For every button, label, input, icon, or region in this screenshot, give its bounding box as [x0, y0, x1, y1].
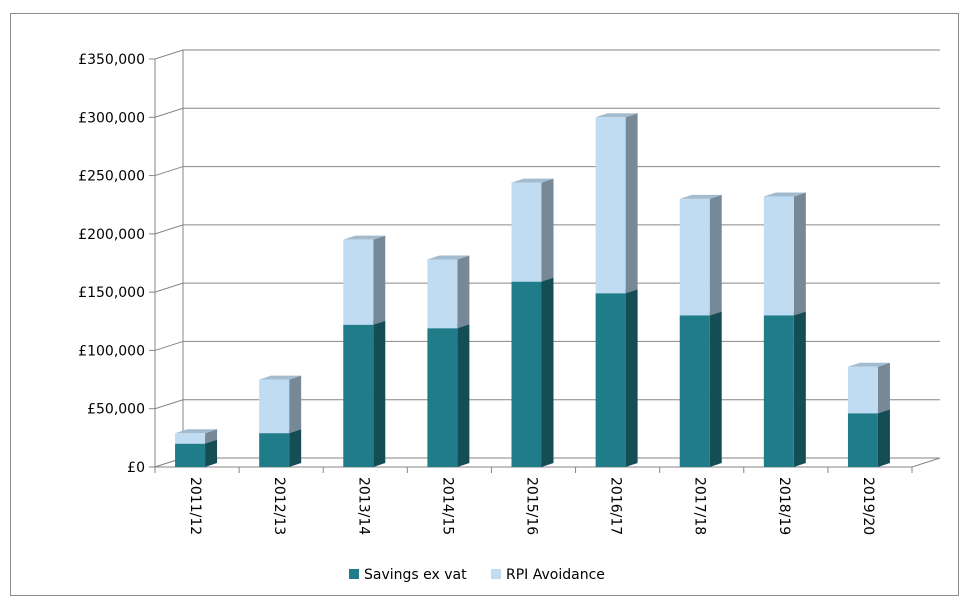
bar-2018-19-savings — [763, 311, 806, 467]
gridline-depth — [154, 224, 184, 235]
legend-label-savings: Savings ex vat — [364, 567, 467, 583]
x-tick-label: 2017/18 — [692, 477, 708, 535]
bar-2014-15-savings — [427, 324, 470, 467]
bar-2013-14-rpi — [343, 235, 386, 325]
legend-swatch-rpi — [491, 569, 501, 579]
legend-label-rpi: RPI Avoidance — [506, 567, 605, 583]
x-tick-label: 2011/12 — [187, 477, 203, 535]
bar-2019-20-rpi — [847, 362, 890, 414]
y-tick-label: £350,000 — [78, 52, 145, 68]
y-tick-label: £300,000 — [78, 110, 145, 126]
gridline-depth — [154, 282, 184, 293]
x-tick-label: 2016/17 — [608, 477, 624, 535]
y-tick-label: £200,000 — [78, 227, 145, 243]
bar-2013-14-savings — [343, 320, 386, 467]
legend-swatch-savings — [349, 569, 359, 579]
bar-2012-13-rpi — [259, 375, 302, 434]
gridline-depth — [154, 49, 184, 60]
y-tick-label: £0 — [127, 460, 145, 476]
x-tick-label: 2019/20 — [860, 477, 876, 535]
bar-2017-18-rpi — [679, 194, 722, 316]
x-tick-label: 2012/13 — [271, 477, 287, 535]
x-tick-label: 2014/15 — [439, 477, 455, 535]
y-tick-label: £100,000 — [78, 343, 145, 359]
bar-2017-18-savings — [679, 311, 722, 467]
bar-2015-16-rpi — [511, 178, 554, 282]
bar-2018-19-rpi — [763, 192, 806, 316]
gridline-depth — [154, 166, 184, 177]
bar-2014-15-rpi — [427, 255, 470, 329]
x-tick-label: 2018/19 — [776, 477, 792, 535]
gridline-depth — [154, 340, 184, 351]
x-tick-label: 2015/16 — [524, 477, 540, 535]
bar-2016-17-rpi — [595, 113, 638, 294]
bar-2015-16-savings — [511, 277, 554, 467]
x-tick-label: 2013/14 — [355, 477, 371, 535]
bar-2016-17-savings — [595, 289, 638, 467]
y-tick-label: £250,000 — [78, 169, 145, 185]
gridline-depth — [154, 399, 184, 410]
y-tick-label: £50,000 — [87, 402, 145, 418]
bar-2019-20-savings — [847, 409, 890, 467]
y-tick-label: £150,000 — [78, 285, 145, 301]
gridline-depth — [154, 107, 184, 118]
bar-2011-12-rpi — [175, 429, 218, 444]
bar-2011-12-savings — [175, 439, 218, 467]
bar-2012-13-savings — [259, 429, 302, 467]
